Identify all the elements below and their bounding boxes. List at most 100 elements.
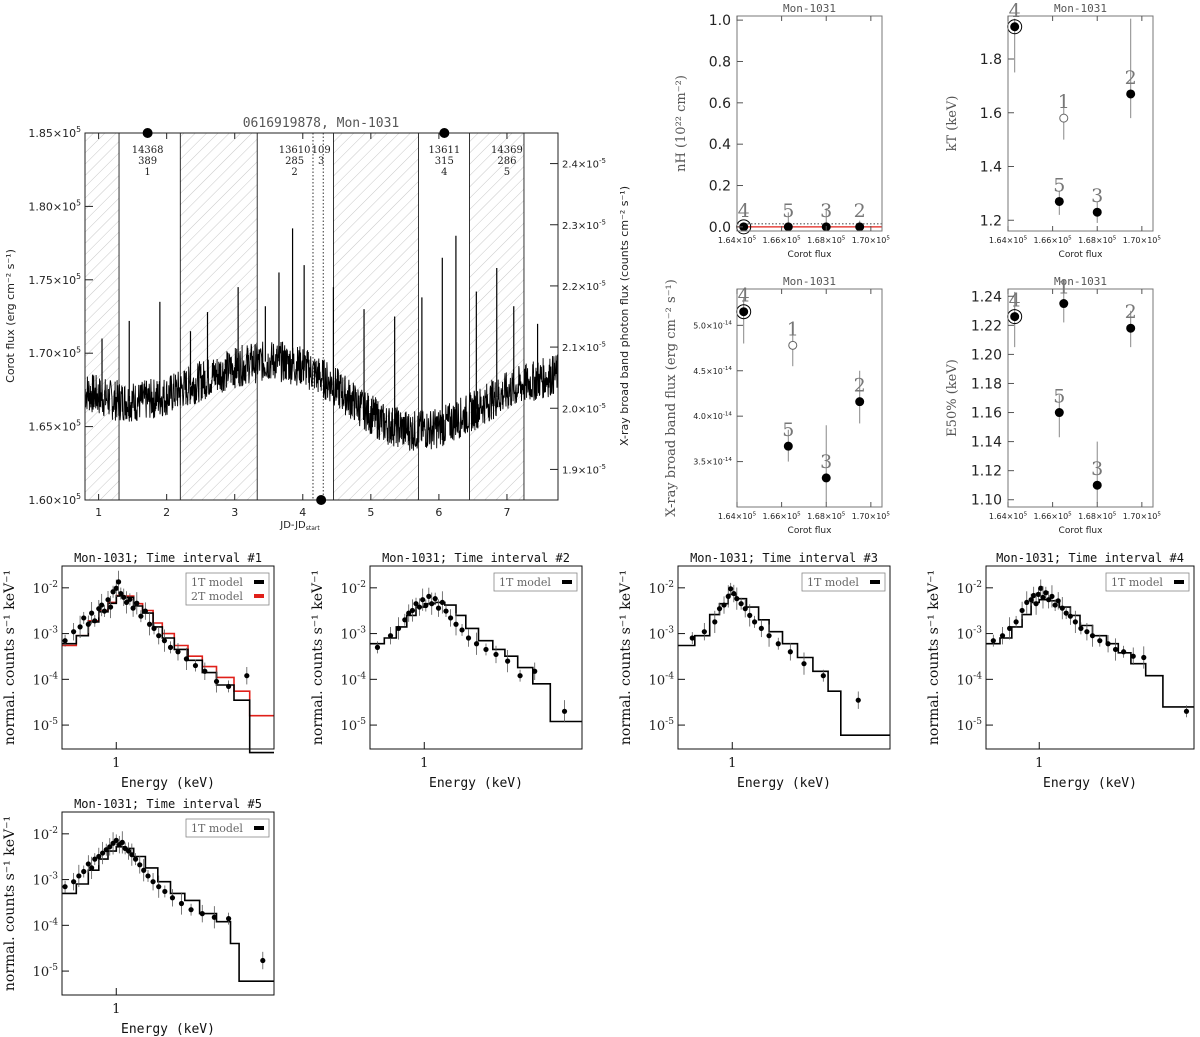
spectrum-point	[465, 635, 472, 641]
y-tick-label: 1.14	[971, 435, 1002, 451]
spectrum-point	[1141, 654, 1147, 661]
spectrum-point	[1031, 592, 1037, 599]
spectrum-point	[125, 848, 132, 854]
x-tick-label: 1.64×105	[989, 511, 1028, 521]
spectrum-point	[213, 678, 220, 685]
x-tick-label: 1.70×105	[852, 511, 891, 521]
spectrum-point	[130, 605, 136, 611]
panel-title: Mon-1031; Time interval #1	[74, 551, 262, 565]
x-tick-label: 3	[231, 506, 238, 519]
data-point-label: 1	[1058, 91, 1070, 113]
x-tick-label: 7	[503, 506, 510, 519]
spectrum-point	[199, 911, 205, 917]
spectrum-point	[211, 914, 217, 920]
data-point	[1092, 207, 1102, 217]
kt-scatter-panel: Mon-1031 4 1 5 3 2 1.64×105 1.66×105 1.68×105 1.7…	[945, 0, 1161, 260]
panel-frame	[1007, 288, 1154, 508]
y-right-tick-label: 2.0×10-5	[562, 402, 606, 416]
spectrum-point	[747, 612, 753, 618]
spectrum-point	[395, 625, 402, 631]
legend-label: 1T model	[191, 822, 243, 835]
data-point-label: 2	[854, 375, 866, 397]
legend-box	[1105, 572, 1190, 592]
spectrum-point	[374, 644, 381, 650]
spectrum-point	[766, 633, 772, 639]
y-axis-label: X-ray broad band flux (erg cm⁻² s⁻¹)	[664, 279, 679, 517]
spectrum-point	[1028, 597, 1034, 603]
spectrum-point	[110, 589, 116, 595]
spectrum-point	[226, 916, 232, 922]
interval-label: 286	[497, 156, 516, 167]
spectrum-point	[483, 646, 489, 653]
spectrum-point	[113, 585, 119, 591]
spectrum-point	[387, 633, 394, 639]
data-point-label: 3	[820, 451, 832, 473]
spectrum-point	[162, 888, 168, 895]
data-point-label: 2	[1125, 67, 1137, 89]
x-tick-label: 2	[163, 506, 170, 519]
spectrum-panel-4: Mon-1031; Time interval #4 1T model 1 10-2 1…	[926, 551, 1195, 791]
legend-box	[185, 818, 270, 838]
spectrum-point	[103, 847, 109, 853]
x-tick-label: 1	[95, 506, 102, 519]
data-point-label: 3	[1091, 185, 1103, 207]
y-tick-label: 1.22	[971, 318, 1002, 334]
spectrum-point	[801, 661, 807, 667]
spectrum-point	[701, 629, 707, 635]
x-axis-label: Corot flux	[1059, 526, 1104, 536]
spectrum-point	[101, 608, 108, 614]
y-tick-label: 10-4	[33, 917, 59, 934]
xflux-scatter-panel: Mon-1031 4 1 5 3 2 1.64×105 1.66×105 1.68×105 1.7…	[664, 275, 890, 536]
spectrum-point	[226, 683, 232, 690]
y-tick-label: 1.65×105	[28, 419, 81, 434]
spectrum-point	[990, 638, 996, 644]
y-tick-label: 1.85×105	[28, 125, 81, 140]
data-point	[783, 441, 793, 451]
legend-label: 1T model	[499, 576, 551, 589]
panel-title: Mon-1031; Time interval #3	[690, 551, 878, 565]
x-tick-label: 1.66×105	[1033, 511, 1072, 521]
spectrum-point	[1105, 641, 1111, 647]
spectrum-panel-5: Mon-1031; Time interval #5 1T model 1 10-2 1…	[2, 797, 275, 1037]
y-tick-label: 1.4	[980, 160, 1002, 176]
x-tick-label: 1.64×105	[989, 235, 1028, 245]
x-tick-label: 1.70×105	[1123, 235, 1162, 245]
x-tick-label: 6	[435, 506, 442, 519]
x-axis-label: Energy (keV)	[121, 1022, 215, 1037]
spectrum-point	[96, 853, 102, 860]
y-tick-label: 3.5×10-14	[693, 457, 732, 467]
corot-flux-series	[84, 341, 559, 451]
spectrum-point	[89, 610, 95, 616]
y-tick-label: 10-2	[341, 580, 366, 597]
spectrum-point	[107, 844, 113, 850]
data-point-label: 4	[738, 200, 750, 222]
x-axis-label: Corot flux	[788, 526, 833, 536]
data-point	[1054, 408, 1064, 418]
data-point-label: 1	[1058, 277, 1070, 299]
e50-scatter-panel: Mon-1031 4 1 5 3 2 1.64×105 1.66×105 1.68×105 1.7…	[945, 275, 1161, 536]
panel-title: Mon-1031	[1054, 2, 1107, 15]
spectrum-point	[775, 641, 781, 647]
interval-label: 13611	[428, 145, 460, 156]
y-axis-label: kT (keV)	[945, 96, 960, 152]
y-tick-label: 1.70×105	[28, 345, 81, 360]
y-tick-label: 5.0×10-14	[693, 321, 732, 331]
legend-swatch	[1174, 580, 1184, 584]
spectrum-point	[751, 619, 758, 625]
y-tick-label: 10-5	[341, 717, 367, 734]
spectrum-point	[81, 868, 87, 875]
data-point	[1126, 323, 1136, 333]
spectrum-point	[1067, 613, 1073, 619]
y-tick-label: 10-4	[341, 671, 367, 688]
spectrum-point	[409, 607, 416, 614]
x-tick-label: 1.66×105	[1033, 235, 1072, 245]
spectrum-point	[62, 884, 68, 890]
interval-label: 14368	[132, 145, 164, 156]
spectrum-point	[92, 856, 98, 862]
spectrum-point	[71, 629, 77, 635]
spectrum-point	[1019, 607, 1025, 614]
legend-box	[801, 572, 886, 592]
x-axis-label: Energy (keV)	[121, 776, 215, 791]
spectrum-point	[725, 593, 731, 599]
